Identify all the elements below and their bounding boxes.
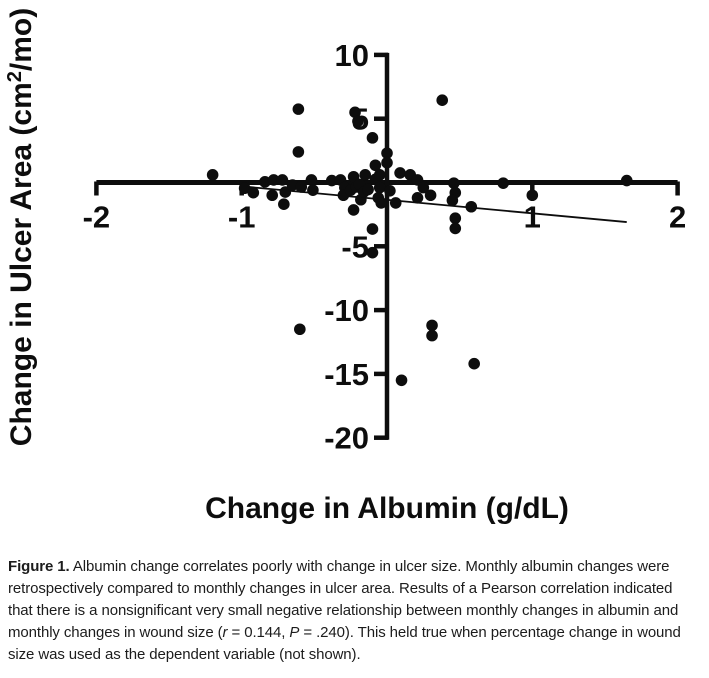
- data-point: [278, 198, 290, 210]
- data-point: [369, 159, 382, 172]
- y-tick-label: -20: [324, 421, 369, 456]
- x-axis-title: Change in Albumin (g/dL): [205, 492, 569, 525]
- data-point: [449, 212, 462, 225]
- x-tick-label: -2: [83, 200, 111, 235]
- data-point: [426, 329, 438, 342]
- y-tick-label: -5: [341, 229, 369, 264]
- data-point: [359, 169, 372, 181]
- data-point: [286, 179, 299, 191]
- data-point: [395, 374, 408, 387]
- data-point: [347, 204, 360, 216]
- data-point: [366, 246, 379, 259]
- y-tick-label: -10: [324, 293, 369, 328]
- y-tick-label: -15: [324, 357, 369, 392]
- data-point: [325, 174, 338, 187]
- caption-part: P: [289, 624, 300, 641]
- data-point: [292, 146, 305, 158]
- data-point: [305, 174, 318, 186]
- data-point: [266, 189, 279, 202]
- data-point: [366, 223, 379, 235]
- data-point: [411, 192, 424, 204]
- x-tick-label: 1: [524, 200, 541, 235]
- caption-part: r: [222, 624, 228, 641]
- data-point: [259, 176, 271, 188]
- caption-part: Albumin change correlates poorly with ch…: [8, 558, 679, 641]
- caption-part: = .240). This held true when percentage …: [8, 624, 681, 663]
- caption-part: = 0.144,: [227, 624, 290, 641]
- data-point: [381, 147, 393, 159]
- data-point: [449, 222, 462, 235]
- x-tick-label: -1: [228, 200, 256, 235]
- data-point: [307, 184, 319, 196]
- data-point: [384, 184, 396, 197]
- data-point: [373, 181, 386, 194]
- regression-line: [241, 185, 627, 223]
- y-tick-label: 10: [335, 38, 369, 73]
- data-point: [279, 186, 292, 198]
- y-axis-title: Change in Ulcer Area (cm2/mo): [4, 8, 38, 446]
- data-point: [465, 200, 478, 213]
- data-point: [497, 177, 510, 189]
- data-point: [267, 174, 280, 186]
- data-point: [468, 357, 480, 370]
- x-tick-label: 2: [669, 200, 686, 235]
- data-point: [381, 156, 393, 169]
- data-point: [446, 194, 459, 207]
- figure-caption: Figure 1. Albumin change correlates poor…: [8, 556, 696, 666]
- data-point: [373, 169, 386, 181]
- data-point: [448, 177, 460, 189]
- data-point: [424, 189, 437, 202]
- data-point: [295, 181, 308, 193]
- data-point: [294, 323, 306, 336]
- data-point: [417, 181, 430, 194]
- data-point: [238, 182, 251, 195]
- data-point: [349, 106, 361, 119]
- data-point: [206, 169, 219, 181]
- data-point: [276, 174, 289, 186]
- data-point: [292, 103, 305, 115]
- data-point: [389, 197, 402, 209]
- data-point: [352, 115, 364, 128]
- data-point: [394, 167, 406, 179]
- data-point: [375, 197, 387, 209]
- data-point: [362, 183, 374, 196]
- data-point: [366, 132, 379, 144]
- caption-part: Figure 1.: [8, 558, 70, 575]
- data-point: [436, 94, 449, 106]
- data-point: [526, 189, 539, 202]
- data-point: [247, 186, 260, 199]
- data-point: [426, 319, 438, 332]
- data-point: [620, 174, 633, 187]
